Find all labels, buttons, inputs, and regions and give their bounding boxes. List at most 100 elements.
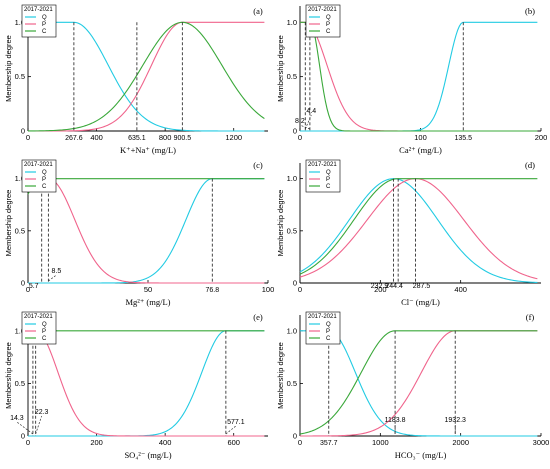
legend-title: 2017-2021 [308,7,337,13]
series-P-line [28,178,265,284]
x-tick-label: 400 [454,285,467,294]
legend-item-P: P [326,22,330,28]
series-P-line [300,330,538,437]
y-axis-title: Membership degree [276,35,285,102]
y-tick-label: 1.0 [15,326,25,335]
y-tick-label: 1.0 [287,174,297,183]
x-tick-label: 100 [262,285,275,294]
x-tick-label: 400 [159,438,172,447]
panel-a: 0 0.5 1.0 0 400 800 1200 Membership degree K⁺+Na… [4,4,268,155]
legend-title: 2017-2021 [308,162,337,168]
legend-box [305,159,341,193]
panel-label: (b) [525,6,535,16]
annotation-label: 76.8 [206,287,220,294]
annotation-label: 8.5 [52,268,62,275]
legend-item-P: P [42,177,46,183]
legend: 2017-2021 QPC [305,159,341,193]
legend-box [21,4,57,38]
x-tick-label: 200 [90,438,103,447]
x-tick-label: 0 [26,133,30,142]
y-tick-label: 0 [293,127,297,136]
legend-box [21,159,57,193]
panel-label: (c) [253,160,263,170]
legend: 2017-2021 QPC [305,4,341,38]
series-Q-line [299,178,538,284]
series-C-line [27,178,265,195]
legend-item-C: C [42,29,47,35]
series-P-line [28,21,265,132]
x-axis-title: Mg²⁺ (mg/L) [125,297,170,307]
x-axis-title: Cl⁻ (mg/L) [401,297,440,307]
x-tick-label: 0 [298,285,302,294]
legend-item-C: C [42,184,47,190]
series-C-line [27,21,265,132]
annotation-label: 135.5 [455,135,473,142]
annotation-label: 5.7 [29,283,39,290]
legend-item-Q: Q [42,15,47,21]
y-tick-label: 0.5 [15,226,25,235]
x-tick-label: 0 [26,438,30,447]
legend-item-P: P [42,22,46,28]
series-C-line [27,330,265,336]
y-tick-label: 0 [21,127,25,136]
legend-item-C: C [326,184,331,190]
annotation-label: 357.7 [320,440,338,447]
series-C-line [300,21,538,132]
annotation-label: 232.9 [371,283,389,290]
legend-item-P: P [42,329,46,335]
y-axis-title: Membership degree [276,190,285,257]
y-axis-title: Membership degree [4,190,13,257]
x-tick-label: 1000 [372,438,389,447]
annotation-label: 1932.3 [445,417,467,424]
legend-item-Q: Q [42,170,47,176]
series-C-line [299,178,538,275]
y-tick-label: 0 [21,432,25,441]
annotation-label: 8.2 [295,118,305,125]
legend-title: 2017-2021 [24,7,53,13]
panel-b: 0 0.5 1.0 0 100 200 Membership degree Ca²⁺ (mg/… [276,4,547,155]
legend: 2017-2021 QPC [305,311,341,345]
annotation-leader [299,124,311,130]
annotation-leader [304,114,312,130]
x-axis-title: Ca²⁺ (mg/L) [399,145,442,155]
legend-item-Q: Q [326,15,331,21]
annotation-label: 1183.8 [385,417,406,424]
annotation-leader [48,274,57,282]
x-tick-label: 0 [298,438,302,447]
x-tick-label: 600 [227,438,240,447]
x-tick-label: 50 [144,285,152,294]
panel-label: (d) [525,160,535,170]
y-tick-label: 1.0 [287,18,297,27]
legend-title: 2017-2021 [24,314,53,320]
legend: 2017-2021 QPC [21,159,57,193]
x-tick-label: 100 [414,133,427,142]
legend-item-P: P [326,329,330,335]
legend-box [305,4,341,38]
annotation-label: 577.1 [227,419,245,426]
y-tick-label: 0.5 [15,379,25,388]
y-tick-label: 1.0 [287,326,297,335]
annotation-label: 14.3 [10,415,24,422]
y-axis-title: Membership degree [276,342,285,409]
y-tick-label: 0.5 [287,226,297,235]
legend-box [21,311,57,345]
x-axis-title: K⁺+Na⁺ (mg/L) [120,145,176,155]
panel-label: (a) [253,6,263,16]
y-tick-label: 0.5 [287,72,297,81]
panel-c: 0 0.5 1.0 0 50 100 Membership degree Mg²⁺ (mg/L… [4,159,275,307]
annotation-leader [35,415,42,435]
annotation-label: 635.1 [128,135,146,142]
y-tick-label: 1.0 [15,174,25,183]
legend-item-Q: Q [326,170,331,176]
x-tick-label: 3000 [533,438,550,447]
legend-title: 2017-2021 [308,314,337,320]
legend: 2017-2021 QPC [21,311,57,345]
annotation-label: 22.3 [35,409,49,416]
legend: 2017-2021 QPC [21,4,57,38]
y-tick-label: 0 [21,279,25,288]
x-tick-label: 800 [159,133,172,142]
annotation-label: 900.5 [174,135,192,142]
legend-item-Q: Q [326,322,331,328]
legend-title: 2017-2021 [24,162,53,168]
